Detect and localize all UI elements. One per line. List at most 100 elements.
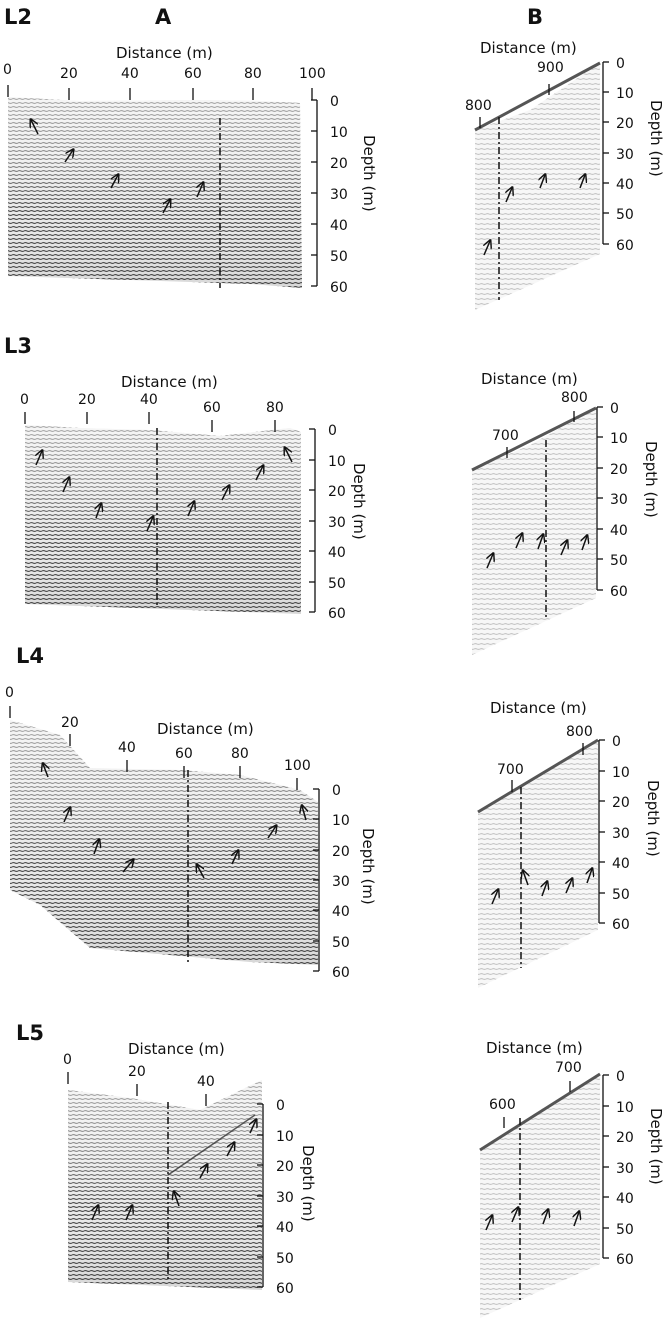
reflector-arrow [267, 826, 276, 839]
depth-tick-label: 30 [330, 187, 348, 203]
reflector-arrow [538, 535, 543, 550]
depth-axis-title: Depth (m) [350, 463, 368, 540]
profile-label-l2: L2 [4, 5, 32, 29]
reflector-arrow [64, 808, 70, 823]
depth-tick-label: 20 [612, 795, 630, 811]
reflector-arrow [255, 466, 263, 481]
depth-tick-label: 10 [612, 765, 630, 781]
column-a-header: A [155, 5, 172, 29]
distance-ticks [24, 412, 276, 432]
distance-tick-label: 20 [128, 1064, 146, 1080]
reflector-arrow [543, 1210, 548, 1225]
panel-l2-a: Distance (m) 0 20 40 60 80 100 0 10 20 3… [3, 44, 378, 296]
depth-tick-label: 30 [328, 515, 346, 531]
depth-tick-label: 20 [610, 462, 628, 478]
reflector-arrow [147, 517, 153, 532]
reflector-arrow [561, 541, 567, 556]
depth-tick-label: 40 [276, 1220, 294, 1236]
depth-axis [596, 406, 603, 591]
depth-tick-label: 0 [328, 423, 337, 439]
depth-tick-label: 60 [612, 917, 630, 933]
distance-ticks [479, 84, 550, 128]
depth-tick-label: 0 [612, 734, 621, 750]
depth-tick-label: 40 [330, 218, 348, 234]
distance-tick-label: 40 [121, 66, 139, 82]
distance-tick-label: 900 [537, 60, 564, 76]
depth-tick-label: 60 [276, 1281, 294, 1297]
depth-tick-label: 40 [612, 856, 630, 872]
depth-tick-label: 30 [276, 1190, 294, 1206]
reflector-arrow [110, 175, 118, 189]
depth-tick-label: 40 [328, 545, 346, 561]
reflector-arrow [96, 504, 101, 519]
distance-tick-label: 600 [489, 1097, 516, 1113]
reflector-arrow [587, 869, 592, 884]
distance-tick-label: 60 [203, 400, 221, 416]
depth-tick-label: 50 [330, 249, 348, 265]
reflector-arrow [199, 1165, 207, 1179]
profile-label-l3: L3 [4, 334, 32, 358]
depth-tick-label: 60 [610, 584, 628, 600]
distance-tick-label: 0 [3, 62, 12, 78]
depth-tick-label: 60 [330, 280, 348, 296]
distance-tick-label: 700 [555, 1060, 582, 1076]
reflector-arrows [43, 764, 306, 879]
surface-reflection [471, 406, 597, 472]
reflector-arrow [64, 150, 73, 163]
depth-tick-label: 40 [332, 904, 350, 920]
depth-tick-label: 40 [616, 1191, 634, 1207]
distance-tick-label: 800 [561, 390, 588, 406]
distance-tick-label: 40 [118, 740, 136, 756]
depth-axis-title: Depth (m) [647, 100, 665, 177]
distance-tick-label: 800 [566, 724, 593, 740]
reflector-arrows [92, 1120, 256, 1221]
radargram-image [478, 740, 598, 988]
reflector-arrow [174, 1192, 179, 1207]
depth-tick-label: 0 [616, 1069, 625, 1085]
depth-tick-label: 60 [616, 238, 634, 254]
depth-axis-title: Depth (m) [647, 1108, 665, 1185]
distance-tick-label: 80 [231, 746, 249, 762]
panel-l2-b: Distance (m) 800 900 0 10 20 30 40 50 60… [465, 39, 665, 310]
panel-l4-a: Distance (m) 0 20 40 60 80 100 0 10 20 3… [5, 685, 377, 981]
distance-tick-label: 60 [175, 746, 193, 762]
reflector-arrow [574, 1212, 579, 1227]
reflector-arrows [31, 120, 203, 214]
reflector-arrow [566, 879, 572, 894]
depth-tick-label: 30 [332, 874, 350, 890]
distance-tick-label: 80 [266, 400, 284, 416]
depth-tick-label: 60 [616, 1252, 634, 1268]
depth-axis [309, 428, 316, 613]
depth-axis-title: Depth (m) [642, 441, 660, 518]
radargram-image [480, 1074, 600, 1318]
surface-reflection [479, 1072, 601, 1152]
distance-tick-label: 0 [20, 392, 29, 408]
depth-tick-label: 60 [328, 606, 346, 622]
distance-axis-title: Distance (m) [490, 699, 587, 717]
depth-tick-label: 30 [616, 147, 634, 163]
panel-l4-b: Distance (m) 700 800 0 10 20 30 40 50 60… [477, 699, 662, 988]
distance-axis-title: Distance (m) [116, 44, 213, 62]
distance-tick-label: 800 [465, 98, 492, 114]
depth-tick-label: 20 [276, 1159, 294, 1175]
distance-tick-label: 40 [197, 1074, 215, 1090]
depth-tick-label: 20 [332, 844, 350, 860]
depth-tick-label: 50 [616, 1222, 634, 1238]
panel-l3-a: Distance (m) 0 20 40 60 80 0 10 20 30 40… [20, 373, 368, 622]
reflector-arrow [31, 120, 39, 135]
depth-tick-label: 0 [332, 783, 341, 799]
reflector-arrow [486, 1216, 492, 1231]
reflector-arrow [523, 871, 528, 886]
panel-l3-b: Distance (m) 700 800 0 10 20 30 40 50 60… [471, 370, 660, 655]
reflector-arrow [221, 486, 229, 501]
distance-ticks [511, 743, 584, 792]
radargram-shade [68, 1080, 262, 1290]
distance-tick-label: 0 [63, 1052, 72, 1068]
depth-tick-label: 0 [276, 1098, 285, 1114]
depth-tick-label: 0 [610, 401, 619, 417]
depth-tick-label: 40 [610, 523, 628, 539]
reflector-arrow [580, 175, 585, 189]
column-b-header: B [527, 5, 543, 29]
reflector-arrow [43, 764, 48, 778]
